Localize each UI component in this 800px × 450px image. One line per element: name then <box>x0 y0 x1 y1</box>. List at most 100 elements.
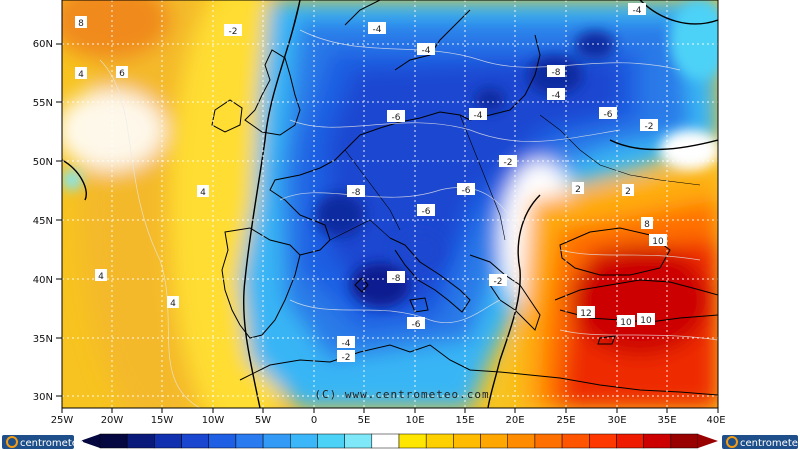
lon-label: 15E <box>455 415 474 426</box>
contour-label-value: 4 <box>98 272 104 282</box>
lat-label: 60N <box>33 39 53 50</box>
contour-label: -2 <box>640 119 658 132</box>
coastlines <box>211 0 718 396</box>
contour-label: -2 <box>224 24 242 37</box>
lon-label: 5E <box>358 415 371 426</box>
colorbar-cell <box>453 433 481 449</box>
contour-labels: 8-2-4-4-4-446-8-6-4-6-2-22-8-6-64-6810-8… <box>75 3 667 363</box>
contour-label-value: 2 <box>625 187 631 197</box>
contour-label-value: -4 <box>342 339 351 349</box>
colorbar-cell <box>670 433 699 449</box>
logo-text: centrometeo <box>740 438 800 449</box>
longitude-labels: 25W 20W 15W 10W 5W 0 5E 10E 15E 20E 25E … <box>51 415 726 426</box>
lon-label: 5W <box>255 415 271 426</box>
lat-label: 55N <box>33 98 53 109</box>
colorbar-cell <box>290 433 318 449</box>
lat-label: 35N <box>33 334 53 345</box>
colorbar-cell <box>589 433 617 449</box>
colorbar-cell <box>126 433 155 449</box>
colorbar-cell <box>425 433 454 449</box>
contour-label: 10 <box>637 313 655 326</box>
contour-label: -4 <box>417 43 435 56</box>
colorbar <box>0 433 800 450</box>
logo-left: centrometeo <box>2 435 84 449</box>
colorbar-right-arrow <box>698 434 718 448</box>
contour-label: -6 <box>457 183 475 196</box>
lat-label: 45N <box>33 216 53 227</box>
colorbar-left-arrow <box>80 434 100 448</box>
contour-label-value: 2 <box>575 185 581 195</box>
credit-text: (C) www.centrometeo.com <box>314 388 489 401</box>
contour-label: -2 <box>489 274 507 287</box>
contour-label: -8 <box>387 271 405 284</box>
logo-swirl-icon <box>6 436 18 448</box>
colorbar-cell <box>507 433 536 449</box>
contour-label-value: 10 <box>640 316 652 326</box>
colorbar-cell <box>561 433 590 449</box>
contour-label-value: -2 <box>645 122 654 132</box>
contour-label: 4 <box>167 296 179 309</box>
colorbar-cell <box>317 433 345 449</box>
contour-label-value: 4 <box>200 188 206 198</box>
contour-label: -6 <box>387 110 405 123</box>
contour-label: -6 <box>417 204 435 217</box>
contour-label: 2 <box>572 182 584 195</box>
axis-ticks <box>56 43 719 413</box>
contour-label: 4 <box>95 269 107 282</box>
logo-right: centrometeo <box>722 435 800 449</box>
contour-label: -2 <box>499 155 517 168</box>
contour-label: -8 <box>547 65 565 78</box>
contour-label: 12 <box>577 306 595 319</box>
colorbar-cell <box>154 433 182 449</box>
contour-label: 2 <box>622 184 634 197</box>
colorbar-cell <box>371 433 400 449</box>
lon-label: 10E <box>405 415 424 426</box>
contour-label-value: -4 <box>373 25 382 35</box>
contour-label: -2 <box>337 350 355 363</box>
contour-label-value: 8 <box>644 220 650 230</box>
contour-label-value: 10 <box>652 237 664 247</box>
contour-label-value: -2 <box>229 27 238 37</box>
contour-label-value: -6 <box>392 113 401 123</box>
contour-label-value: 6 <box>119 69 125 79</box>
contour-label-value: -8 <box>392 274 401 284</box>
contour-label-value: 4 <box>78 70 84 80</box>
contour-label-value: -6 <box>422 207 431 217</box>
contour-label: 10 <box>617 315 635 328</box>
colorbar-cell <box>208 433 237 449</box>
lon-label: 20E <box>505 415 524 426</box>
lon-label: 15W <box>151 415 174 426</box>
lon-label: 25W <box>51 415 74 426</box>
contour-label-value: -4 <box>552 91 561 101</box>
contour-label: -4 <box>469 108 487 121</box>
colorbar-cell <box>235 433 264 449</box>
contour-label: 4 <box>197 185 209 198</box>
contour-label-value: -2 <box>342 353 351 363</box>
contour-label-value: 4 <box>170 299 176 309</box>
colorbar-cell <box>262 433 291 449</box>
contour-label-value: -6 <box>604 110 613 120</box>
lon-label: 40E <box>706 415 725 426</box>
contour-label: 8 <box>75 16 87 29</box>
lon-label: 0 <box>311 415 317 426</box>
zero-contour <box>62 0 718 408</box>
colorbar-cell <box>398 433 427 449</box>
lon-label: 10W <box>202 415 225 426</box>
lon-label: 20W <box>101 415 124 426</box>
contour-lines <box>99 29 718 408</box>
colorbar-cell <box>480 433 508 449</box>
colorbar-cell <box>99 433 128 449</box>
contour-label-value: -6 <box>412 320 421 330</box>
contour-label: -4 <box>547 88 565 101</box>
latitude-labels: 60N 55N 50N 45N 40N 35N 30N <box>33 39 53 403</box>
contour-label-value: -2 <box>494 277 503 287</box>
contour-label: -4 <box>628 3 646 16</box>
contour-label: -4 <box>337 336 355 349</box>
contour-label: -6 <box>407 317 425 330</box>
lat-label: 40N <box>33 275 53 286</box>
contour-label: 10 <box>649 234 667 247</box>
colorbar-cell <box>534 433 563 449</box>
contour-label: 6 <box>116 66 128 79</box>
contour-label: 4 <box>75 67 87 80</box>
